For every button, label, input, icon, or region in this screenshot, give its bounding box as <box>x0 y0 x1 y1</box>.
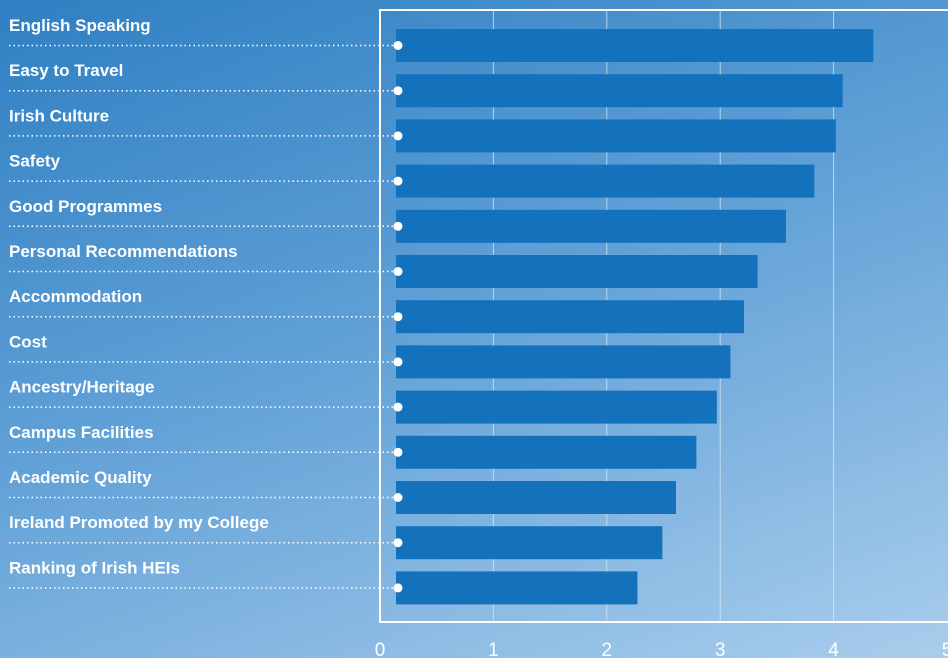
bar <box>396 345 731 379</box>
category-labels: English Speaking Easy to Travel Irish Cult… <box>9 16 269 577</box>
leader-dot <box>393 41 403 50</box>
category-label: Good Programmes <box>9 197 162 216</box>
bar <box>396 29 874 62</box>
x-tick-label: 0 <box>375 640 386 658</box>
bar <box>396 300 745 334</box>
leader-dot <box>393 447 403 457</box>
x-tick-label: 3 <box>715 640 726 658</box>
leader-dot <box>393 583 403 593</box>
bar <box>396 255 758 288</box>
leader-dot <box>393 131 403 141</box>
bar <box>396 481 676 514</box>
bar <box>396 164 815 198</box>
category-label: English Speaking <box>9 16 151 35</box>
bar <box>396 209 786 243</box>
category-label: Ireland Promoted by my College <box>9 513 269 532</box>
category-label: Safety <box>9 152 61 171</box>
leader-dot <box>393 176 403 186</box>
category-label: Ranking of Irish HEIs <box>9 558 180 577</box>
bar <box>396 390 717 424</box>
plot-frame <box>379 9 948 623</box>
bar <box>396 526 663 560</box>
leader-dot <box>393 402 403 412</box>
x-tick-label: 2 <box>602 640 613 658</box>
leader-lines <box>9 41 403 593</box>
bar <box>396 119 836 153</box>
x-tick-label: 1 <box>488 640 499 658</box>
category-label: Campus Facilities <box>9 423 154 442</box>
leader-dot <box>393 312 403 322</box>
leader-dot <box>393 267 403 276</box>
leader-dot <box>393 86 403 96</box>
bar <box>396 571 638 605</box>
bar <box>396 74 843 108</box>
x-tick-label: 5 <box>942 640 948 658</box>
bar <box>396 435 697 469</box>
category-label: Accommodation <box>9 287 142 306</box>
category-label: Irish Culture <box>9 106 109 125</box>
category-label: Easy to Travel <box>9 61 123 80</box>
category-label: Academic Quality <box>9 468 152 487</box>
bars <box>396 29 874 605</box>
leader-dot <box>393 221 403 231</box>
x-axis-ticks: 0 1 2 3 4 5 <box>375 640 948 658</box>
leader-dot <box>393 357 403 367</box>
category-label: Personal Recommendations <box>9 242 238 261</box>
leader-dot <box>393 538 403 548</box>
category-label: Ancestry/Heritage <box>9 378 155 397</box>
x-tick-label: 4 <box>828 640 839 658</box>
leader-dot <box>393 493 403 502</box>
category-label: Cost <box>9 332 47 351</box>
